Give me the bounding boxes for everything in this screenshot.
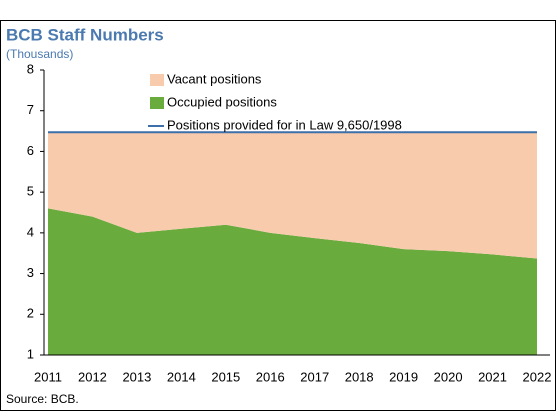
x-tick-label: 2021 [478,369,507,384]
x-tick-label: 2022 [523,369,552,384]
chart-subtitle: (Thousands) [6,47,73,61]
x-tick-label: 2013 [122,369,151,384]
y-tick-label: 4 [27,224,34,239]
chart-title: BCB Staff Numbers [6,25,164,44]
legend-label: Positions provided for in Law 9,650/1998 [167,117,402,132]
legend-label: Occupied positions [167,94,277,109]
x-tick-label: 2014 [167,369,196,384]
area [48,208,537,355]
area [48,132,537,259]
x-tick-label: 2015 [211,369,240,384]
x-tick-label: 2020 [434,369,463,384]
y-tick-label: 1 [27,346,34,361]
y-tick-label: 3 [27,265,34,280]
y-tick-label: 2 [27,306,34,321]
x-tick-label: 2017 [300,369,329,384]
x-tick-label: 2011 [34,369,62,384]
chart-frame [0,20,556,411]
y-tick-label: 8 [27,61,34,76]
y-tick-label: 5 [27,184,34,199]
x-tick-label: 2012 [78,369,107,384]
legend-label: Vacant positions [167,71,262,86]
y-tick-label: 7 [27,102,34,117]
legend-swatch [150,97,164,109]
x-tick-label: 2016 [256,369,285,384]
source-note: Source: BCB. [6,392,79,406]
x-tick-label: 2018 [345,369,374,384]
y-tick-label: 6 [27,143,34,158]
legend-swatch [150,74,164,86]
x-tick-label: 2019 [389,369,418,384]
